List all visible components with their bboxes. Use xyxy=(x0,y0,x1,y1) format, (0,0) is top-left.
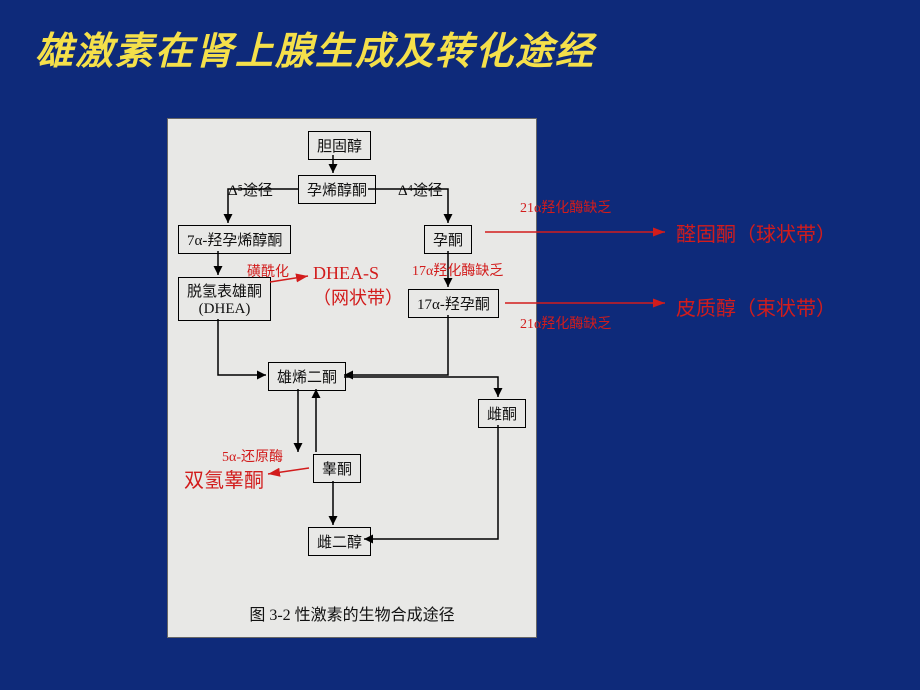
node-progesterone: 孕酮 xyxy=(424,225,472,254)
annot-cortisol: 皮质醇（束状带） xyxy=(676,292,836,321)
node-dhea-full: 脱氢表雄酮 xyxy=(187,284,262,300)
node-androstenedione: 雄烯二酮 xyxy=(268,362,346,391)
node-dhea: 脱氢表雄酮 (DHEA) xyxy=(178,277,271,321)
node-cholesterol: 胆固醇 xyxy=(308,131,371,160)
annot-21a-top: 21α羟化酶缺乏 xyxy=(520,197,611,217)
annot-dheas-text: DHEA-S xyxy=(313,263,379,283)
node-estrone: 雌酮 xyxy=(478,399,526,428)
annot-21a-mid: 21α羟化酶缺乏 xyxy=(520,313,611,333)
annot-dheas: DHEA-S （网状带） xyxy=(313,263,403,310)
annot-aldosterone: 醛固酮（球状带） xyxy=(676,218,836,247)
slide-title: 雄激素在肾上腺生成及转化途经 xyxy=(35,20,595,75)
node-7a-hydroxypregnenolone: 7α-羟孕烯醇酮 xyxy=(178,225,291,254)
annot-dheas-zone: （网状带） xyxy=(313,288,403,308)
node-estradiol: 雌二醇 xyxy=(308,527,371,556)
annot-5a: 5α-还原酶 xyxy=(222,446,283,466)
label-delta4: Δ⁴途径 xyxy=(398,179,443,200)
label-delta5: Δ⁵途径 xyxy=(228,179,273,200)
diagram-panel: 胆固醇 孕烯醇酮 7α-羟孕烯醇酮 孕酮 脱氢表雄酮 (DHEA) 17α-羟孕… xyxy=(167,118,537,638)
annot-dht: 双氢睾酮 xyxy=(184,464,264,493)
annot-sulfation: 磺酰化 xyxy=(247,261,289,281)
node-17a-hydroxyprogesterone: 17α-羟孕酮 xyxy=(408,289,499,318)
node-pregnenolone: 孕烯醇酮 xyxy=(298,175,376,204)
diagram-caption: 图 3-2 性激素的生物合成途径 xyxy=(168,601,536,625)
annot-17a: 17α羟化酶缺乏 xyxy=(412,260,503,280)
node-testosterone: 睾酮 xyxy=(313,454,361,483)
node-dhea-abbr: (DHEA) xyxy=(199,301,251,317)
